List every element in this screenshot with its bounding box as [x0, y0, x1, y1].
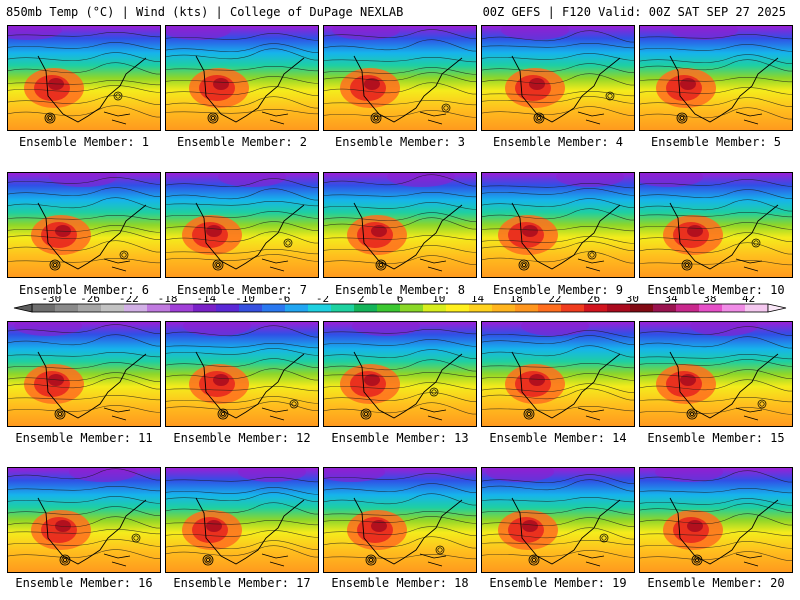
temperature-colorbar: -30 -26 -22 -18 -14 -10 -6 -2 2 6 10 14 18 22 26 30 34 38…	[13, 296, 787, 313]
colorbar-swatch	[331, 304, 355, 312]
colorbar-swatch	[308, 304, 332, 312]
colorbar-swatch	[239, 304, 263, 312]
colorbar-tick-label: 30	[626, 296, 639, 305]
ensemble-map-panel	[639, 25, 793, 131]
ensemble-member-label: Ensemble Member: 10	[647, 283, 785, 297]
colorbar-swatch	[584, 304, 608, 312]
ensemble-map-panel	[165, 25, 319, 131]
ensemble-map-panel	[323, 172, 477, 278]
colorbar-swatch	[216, 304, 240, 312]
colorbar-tick-label: 10	[432, 296, 445, 305]
ensemble-map-panel	[639, 467, 793, 573]
ensemble-map-panel	[323, 25, 477, 131]
colorbar-right-arrow	[767, 303, 787, 313]
colorbar-swatch	[193, 304, 217, 312]
colorbar-swatch	[262, 304, 286, 312]
ensemble-map-panel	[639, 172, 793, 278]
colorbar-swatch	[32, 304, 56, 312]
colorbar-swatch	[377, 304, 401, 312]
colorbar-tick-label: 14	[471, 296, 485, 305]
colorbar-swatch	[676, 304, 700, 312]
colorbar-swatch	[492, 304, 516, 312]
ensemble-member-label: Ensemble Member: 15	[647, 431, 785, 445]
ensemble-member-label: Ensemble Member: 12	[173, 431, 311, 445]
colorbar-swatch	[400, 304, 424, 312]
colorbar-swatch	[446, 304, 470, 312]
ensemble-member-label: Ensemble Member: 8	[334, 283, 466, 297]
colorbar-swatch	[653, 304, 677, 312]
colorbar-swatch	[561, 304, 585, 312]
ensemble-map-panel	[481, 172, 635, 278]
colorbar-swatch	[607, 304, 631, 312]
colorbar-swatch	[78, 304, 102, 312]
colorbar-swatch	[101, 304, 125, 312]
model-run-title: 00Z GEFS | F120 Valid: 00Z SAT SEP 27 20…	[482, 5, 786, 19]
ensemble-map-panel	[7, 321, 161, 427]
ensemble-map-panel	[481, 321, 635, 427]
ensemble-member-label: Ensemble Member: 18	[331, 576, 469, 590]
colorbar-swatch	[538, 304, 562, 312]
colorbar-tick-label: -14	[196, 296, 216, 305]
ensemble-map-panel	[481, 467, 635, 573]
ensemble-map-panel	[323, 467, 477, 573]
colorbar-left-arrow	[13, 303, 33, 313]
ensemble-member-label: Ensemble Member: 19	[489, 576, 627, 590]
ensemble-map-panel	[323, 321, 477, 427]
ensemble-map-panel	[165, 172, 319, 278]
colorbar-tick-label: -18	[158, 296, 178, 305]
colorbar-swatch	[515, 304, 539, 312]
colorbar-swatch	[55, 304, 79, 312]
colorbar-tick-label: 34	[665, 296, 679, 305]
colorbar-tick-label: -6	[277, 296, 290, 305]
colorbar-swatch	[124, 304, 148, 312]
colorbar-swatch	[630, 304, 654, 312]
ensemble-member-label: Ensemble Member: 14	[489, 431, 627, 445]
colorbar-tick-label: 26	[587, 296, 600, 305]
ensemble-member-label: Ensemble Member: 13	[331, 431, 469, 445]
colorbar-swatch	[469, 304, 493, 312]
ensemble-map-panel	[165, 321, 319, 427]
colorbar-tick-label: 38	[703, 296, 716, 305]
ensemble-member-label: Ensemble Member: 6	[18, 283, 150, 297]
colorbar-tick-label: 2	[358, 296, 365, 305]
page-title: 850mb Temp (°C) | Wind (kts) | College o…	[6, 5, 404, 19]
colorbar-tick-label: -22	[119, 296, 139, 305]
ensemble-member-label: Ensemble Member: 1	[18, 135, 150, 149]
colorbar-swatch	[170, 304, 194, 312]
colorbar-tick-label: -30	[41, 296, 61, 305]
colorbar-swatch	[745, 304, 769, 312]
colorbar-tick-label: 22	[548, 296, 561, 305]
ensemble-map-panel	[7, 25, 161, 131]
ensemble-map-panel	[7, 172, 161, 278]
colorbar-swatch	[285, 304, 309, 312]
ensemble-member-label: Ensemble Member: 9	[492, 283, 624, 297]
ensemble-member-label: Ensemble Member: 2	[176, 135, 308, 149]
ensemble-member-label: Ensemble Member: 11	[15, 431, 153, 445]
colorbar-swatch	[423, 304, 447, 312]
colorbar-tick-label: -26	[80, 296, 100, 305]
ensemble-map-panel	[639, 321, 793, 427]
colorbar-tick-label: -2	[316, 296, 329, 305]
ensemble-member-label: Ensemble Member: 20	[647, 576, 785, 590]
colorbar-tick-label: 18	[510, 296, 523, 305]
colorbar-tick-label: -10	[235, 296, 255, 305]
colorbar-tick-labels: -30 -26 -22 -18 -14 -10 -6 -2 2 6 10 14 18 22 26 30 34 38…	[41, 296, 755, 305]
ensemble-member-label: Ensemble Member: 5	[650, 135, 782, 149]
colorbar-swatch	[147, 304, 171, 312]
colorbar-swatch	[699, 304, 723, 312]
ensemble-member-label: Ensemble Member: 17	[173, 576, 311, 590]
ensemble-member-label: Ensemble Member: 4	[492, 135, 624, 149]
ensemble-member-label: Ensemble Member: 3	[334, 135, 466, 149]
ensemble-member-label: Ensemble Member: 7	[176, 283, 308, 297]
ensemble-map-panel	[481, 25, 635, 131]
colorbar-tick-label: 6	[397, 296, 404, 305]
ensemble-map-panel	[165, 467, 319, 573]
colorbar-tick-label: 42	[742, 296, 755, 305]
colorbar-swatches	[31, 303, 769, 313]
colorbar-swatch	[354, 304, 378, 312]
colorbar-swatch	[722, 304, 746, 312]
ensemble-map-panel	[7, 467, 161, 573]
ensemble-member-label: Ensemble Member: 16	[15, 576, 153, 590]
